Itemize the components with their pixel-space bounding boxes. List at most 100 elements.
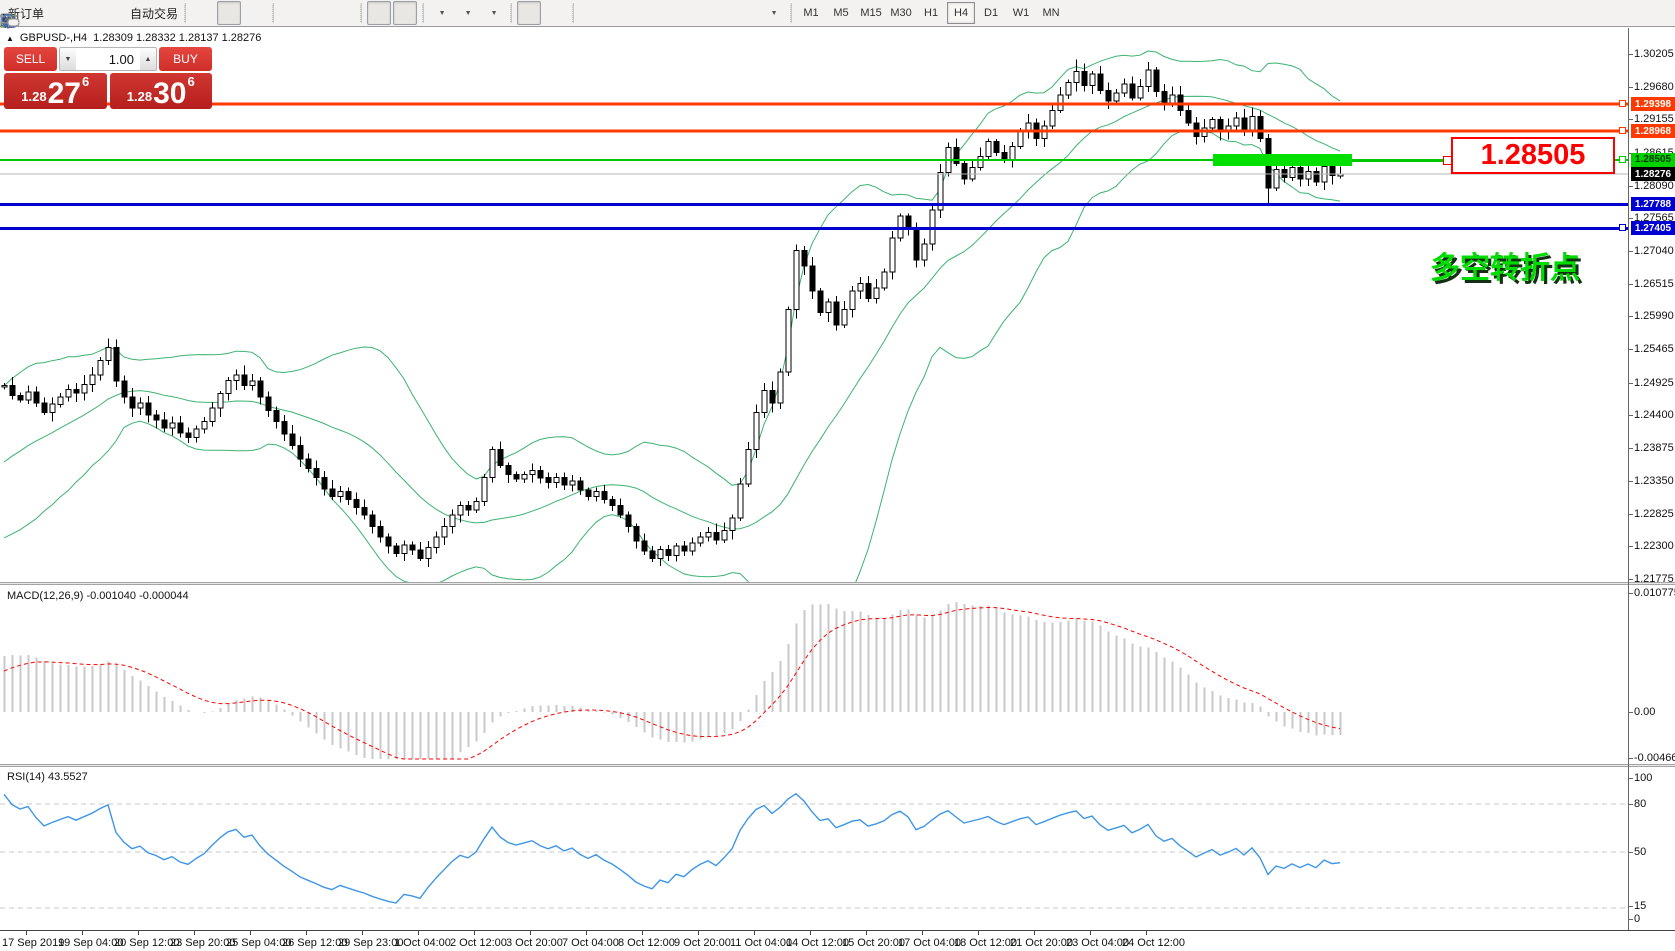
candle	[49, 397, 56, 422]
autotrading-button[interactable]: 自动交易	[1, 1, 179, 28]
volume-input[interactable]: 1.00	[76, 48, 140, 70]
auto-scroll-button[interactable]	[1, 1, 392, 27]
macd-axis-tick	[1628, 712, 1633, 713]
candle	[377, 520, 384, 543]
candle	[489, 446, 496, 483]
chat-button[interactable]	[0, 1, 1543, 27]
rsi-axis-tick	[1628, 778, 1633, 779]
rsi-axis-label: 100	[1634, 772, 1653, 784]
timeframe-button-mn[interactable]: MN	[1042, 7, 1060, 19]
fibonacci-button[interactable]: F	[1, 1, 707, 29]
pane-separator[interactable]	[0, 764, 1675, 767]
chinese-annotation[interactable]: 多空转折点	[1430, 252, 1580, 285]
profiles-button[interactable]	[1, 1, 71, 28]
price-chart[interactable]	[0, 28, 1628, 583]
candle	[161, 412, 168, 432]
price-line-anchor[interactable]	[1619, 224, 1626, 232]
candle	[313, 460, 320, 486]
collapse-panel-icon[interactable]: ▲	[6, 33, 14, 43]
volume-widget: ▼ 1.00 ▲	[59, 47, 157, 71]
timeframe-button-w1[interactable]: W1	[1012, 7, 1030, 19]
candle	[737, 477, 744, 521]
price-axis-tick	[1628, 415, 1633, 417]
market-watch-button[interactable]	[1, 1, 97, 28]
timeframe-button-h1[interactable]: H1	[924, 7, 939, 19]
sell-button[interactable]: SELL	[4, 47, 57, 71]
time-axis-label: 19 Sep 04:00	[58, 937, 124, 949]
timeframe-button-m1[interactable]: M1	[803, 7, 819, 19]
time-axis-label: 9 Oct 20:00	[674, 937, 731, 949]
equidistant-channel-button[interactable]: E	[0, 1, 681, 29]
periods-button[interactable]: ▼	[1, 1, 479, 28]
candle	[873, 278, 880, 304]
price-line-anchor[interactable]	[1619, 127, 1626, 135]
zoom-in-button[interactable]	[1, 1, 303, 28]
indicators-button[interactable]: ▼	[0, 1, 453, 27]
timeframe-button-m5[interactable]: M5	[833, 7, 849, 19]
tile-windows-button[interactable]	[0, 1, 355, 28]
candle	[201, 416, 208, 434]
timeframe-button-m15[interactable]: M15	[860, 7, 882, 19]
candle	[561, 472, 568, 490]
time-axis[interactable]: 17 Sep 2019 19 Sep 04:00 20 Sep 12:00 23 Se…	[0, 930, 1675, 951]
crosshair-button[interactable]	[1, 1, 567, 28]
candle	[409, 541, 416, 555]
candle	[753, 404, 760, 458]
rsi-indicator-pane[interactable]	[0, 767, 1628, 930]
vertical-line-button[interactable]	[4, 1, 603, 28]
timeframe-button-h4[interactable]: H4	[947, 2, 976, 24]
price-callout-box[interactable]: 1.28505	[1451, 137, 1615, 174]
candle	[1113, 89, 1120, 105]
candle	[1073, 59, 1080, 92]
time-axis-tick	[194, 931, 195, 935]
sell-price-pipette: 6	[81, 74, 90, 89]
time-axis-label: 20 Sep 12:00	[114, 937, 180, 949]
candlestick-button[interactable]	[5, 1, 242, 28]
text-label-button[interactable]: T	[1, 1, 759, 28]
volume-increase-button[interactable]: ▲	[140, 48, 156, 70]
time-axis-label: 26 Sep 12:00	[282, 937, 348, 949]
candle	[137, 397, 144, 416]
price-axis-label: 1.21775	[1634, 572, 1674, 585]
time-axis-tick	[754, 931, 755, 935]
chart-shift-button[interactable]	[1, 1, 418, 27]
text-button[interactable]: A	[2, 1, 733, 29]
terminal-signal-button[interactable]	[1, 1, 123, 26]
price-axis-tick	[1628, 86, 1633, 88]
buy-price-display[interactable]: 1.28 30 6	[109, 73, 212, 109]
candle	[457, 501, 464, 523]
time-axis-label: 18 Oct 12:00	[954, 937, 1017, 949]
candle	[577, 477, 584, 496]
timeframe-button-d1[interactable]: D1	[984, 7, 999, 19]
candle	[305, 453, 312, 473]
bollinger-middle-band	[3, 95, 1341, 530]
price-axis-label: 1.22825	[1634, 507, 1674, 520]
candle	[1305, 165, 1312, 187]
pane-separator[interactable]	[0, 582, 1675, 585]
cursor-button[interactable]	[3, 1, 542, 28]
sell-price-main: 27	[47, 77, 81, 110]
zoom-out-button[interactable]	[1, 1, 329, 28]
arrows-button[interactable]: ▼	[3, 1, 785, 29]
candle	[433, 531, 440, 554]
buy-button[interactable]: BUY	[159, 47, 212, 71]
line-chart-button[interactable]	[1, 1, 267, 28]
templates-button[interactable]: ▼	[1, 1, 505, 26]
sell-price-prefix: 1.28	[21, 89, 47, 104]
rsi-axis-tick	[1628, 804, 1633, 805]
macd-indicator-pane[interactable]	[0, 585, 1628, 763]
timeframe-button-m30[interactable]: M30	[890, 7, 912, 19]
candle	[553, 473, 560, 488]
horizontal-line-button[interactable]	[1, 1, 629, 25]
volume-decrease-button[interactable]: ▼	[60, 48, 76, 70]
price-line-anchor[interactable]	[1619, 100, 1626, 108]
candle	[89, 366, 96, 393]
support-highlight-bar[interactable]	[1213, 153, 1352, 166]
candle	[481, 474, 488, 506]
time-axis-tick	[1090, 931, 1091, 935]
price-line-anchor[interactable]	[1619, 155, 1626, 163]
bar-chart-button[interactable]	[1, 1, 215, 28]
trendline-button[interactable]	[1, 1, 655, 27]
search-button[interactable]	[1, 1, 1514, 29]
sell-price-display[interactable]: 1.28 27 6	[4, 73, 107, 109]
